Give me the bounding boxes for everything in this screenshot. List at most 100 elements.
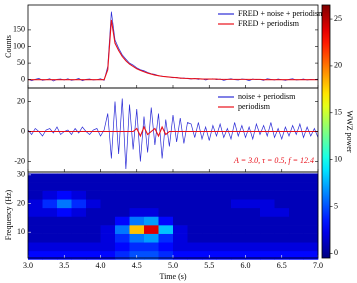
heatmap-cell <box>303 207 319 217</box>
heatmap-cell <box>231 173 246 183</box>
heatmap-cell <box>28 242 43 252</box>
heatmap-cell <box>289 199 304 209</box>
heatmap-cell <box>231 233 246 243</box>
heatmap-cell <box>173 216 188 226</box>
heatmap-cell <box>173 250 188 260</box>
heatmap-cell <box>260 233 275 243</box>
heatmap-cell <box>71 190 87 200</box>
heatmap-cell <box>158 207 174 217</box>
annotation: A = 3.0, τ = 0.5, f = 12.4 <box>233 156 314 165</box>
heatmap-cell <box>100 250 116 260</box>
heatmap-cell <box>71 182 87 191</box>
x-tick-label: 4.5 <box>132 261 142 270</box>
heatmap-cell <box>173 242 188 252</box>
heatmap-cell <box>129 173 145 183</box>
heatmap-cell <box>260 190 275 200</box>
heatmap-cell <box>129 182 145 191</box>
heatmap-cell <box>289 207 304 217</box>
heatmap-cell <box>260 242 275 252</box>
heatmap-cell <box>129 225 145 234</box>
heatmap-cell <box>115 233 130 243</box>
heatmap-cell <box>202 207 217 217</box>
heatmap-cell <box>42 199 58 209</box>
colorbar <box>321 4 331 259</box>
heatmap-cell <box>144 207 159 217</box>
heatmap-cell <box>187 173 203 183</box>
x-tick-label: 3.5 <box>59 261 69 270</box>
legend-label: noise + periodism <box>238 92 296 101</box>
heatmap-cell <box>57 233 72 243</box>
heatmap-cell <box>303 199 319 209</box>
x-tick-label: 3.0 <box>23 261 33 270</box>
heatmap-cell <box>86 207 101 217</box>
heatmap-cell <box>245 233 261 243</box>
colorbar-tick-label: 15 <box>334 108 342 117</box>
heatmap-cell <box>100 225 116 234</box>
heatmap-cell <box>245 207 261 217</box>
heatmap-cell <box>187 182 203 191</box>
heatmap-cell <box>57 199 72 209</box>
heatmap-cell <box>158 190 174 200</box>
heatmap-cell <box>86 225 101 234</box>
heatmap-cell <box>187 190 203 200</box>
x-tick-label: 6.0 <box>241 261 251 270</box>
heatmap-cell <box>289 233 304 243</box>
heatmap-cell <box>42 250 58 260</box>
heatmap-cell <box>187 250 203 260</box>
heatmap-cell <box>100 216 116 226</box>
heatmap-cell <box>202 216 217 226</box>
heatmap-cell <box>303 173 319 183</box>
heatmap-cell <box>231 225 246 234</box>
heatmap-cell <box>289 250 304 260</box>
heatmap-cell <box>187 233 203 243</box>
heatmap-cell <box>303 182 319 191</box>
data-line <box>28 19 318 81</box>
data-line <box>28 98 318 170</box>
heatmap-cell <box>216 242 232 252</box>
heatmap-cell <box>115 207 130 217</box>
heatmap-cell <box>202 233 217 243</box>
heatmap-cell <box>100 182 116 191</box>
heatmap-cell <box>231 199 246 209</box>
heatmap-cell <box>274 199 290 209</box>
heatmap-cell <box>86 216 101 226</box>
y-tick-label: 10 <box>17 227 25 236</box>
heatmap-cell <box>187 225 203 234</box>
heatmap-cell <box>216 182 232 191</box>
plot-area <box>28 11 318 82</box>
heatmap-cell <box>144 233 159 243</box>
heatmap-cell <box>245 250 261 260</box>
heatmap-cell <box>57 190 72 200</box>
heatmap-cell <box>158 225 174 234</box>
x-tick-label: 6.5 <box>277 261 287 270</box>
y-tick-label: 0 <box>21 126 25 135</box>
heatmap-cell <box>158 233 174 243</box>
y-tick-label: -20 <box>14 156 25 165</box>
heatmap-cell <box>28 173 43 183</box>
plot-area <box>28 98 318 170</box>
heatmap-cell <box>28 207 43 217</box>
heatmap-cell <box>274 216 290 226</box>
heatmap-cell <box>231 216 246 226</box>
colorbar-tick-label: 5 <box>334 201 338 210</box>
heatmap-cell <box>100 242 116 252</box>
heatmap-cell <box>57 173 72 183</box>
colorbar-tick-label: 10 <box>334 154 342 163</box>
heatmap-cell <box>71 207 87 217</box>
heatmap-cell <box>173 173 188 183</box>
heatmap-cell <box>303 190 319 200</box>
heatmap-cell <box>216 199 232 209</box>
heatmap-cell <box>260 207 275 217</box>
heatmap-cell <box>231 182 246 191</box>
heatmap-cell <box>144 199 159 209</box>
colorbar-tick-label: 25 <box>334 14 342 23</box>
heatmap-cell <box>71 233 87 243</box>
heatmap-cell <box>86 242 101 252</box>
heatmap-cell <box>202 190 217 200</box>
heatmap-cell <box>42 207 58 217</box>
heatmap-cell <box>144 216 159 226</box>
heatmap-cell <box>71 225 87 234</box>
heatmap-cell <box>42 173 58 183</box>
heatmap-cell <box>28 199 43 209</box>
